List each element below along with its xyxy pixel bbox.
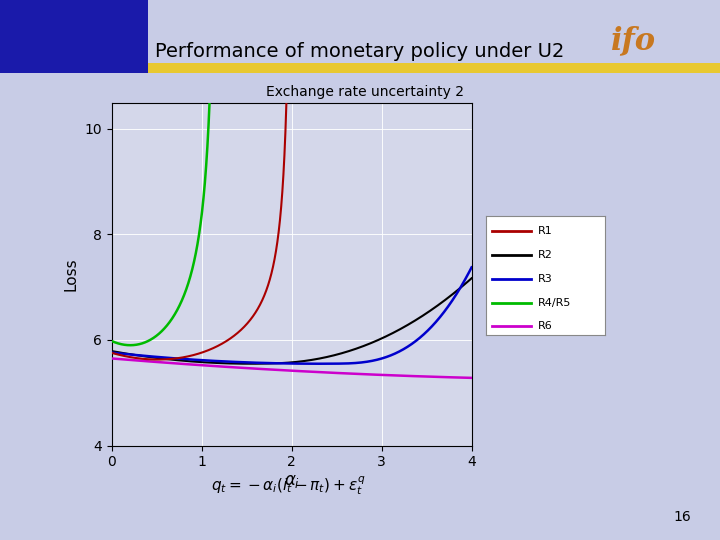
Text: ifo: ifo <box>611 25 656 56</box>
X-axis label: $\alpha_i$: $\alpha_i$ <box>284 472 300 490</box>
Text: R1: R1 <box>539 226 553 237</box>
Text: Performance of monetary policy under U2: Performance of monetary policy under U2 <box>155 42 564 61</box>
Text: $q_t = -\alpha_i\left(i_t - \pi_t\right) + \varepsilon_t^q$: $q_t = -\alpha_i\left(i_t - \pi_t\right)… <box>211 475 365 497</box>
Text: 16: 16 <box>673 510 691 524</box>
Text: R2: R2 <box>539 250 553 260</box>
Text: R3: R3 <box>539 274 553 284</box>
Text: R6: R6 <box>539 321 553 332</box>
Text: Exchange rate uncertainty 2: Exchange rate uncertainty 2 <box>266 85 464 99</box>
Text: R4/R5: R4/R5 <box>539 298 572 308</box>
Y-axis label: Loss: Loss <box>63 257 78 291</box>
